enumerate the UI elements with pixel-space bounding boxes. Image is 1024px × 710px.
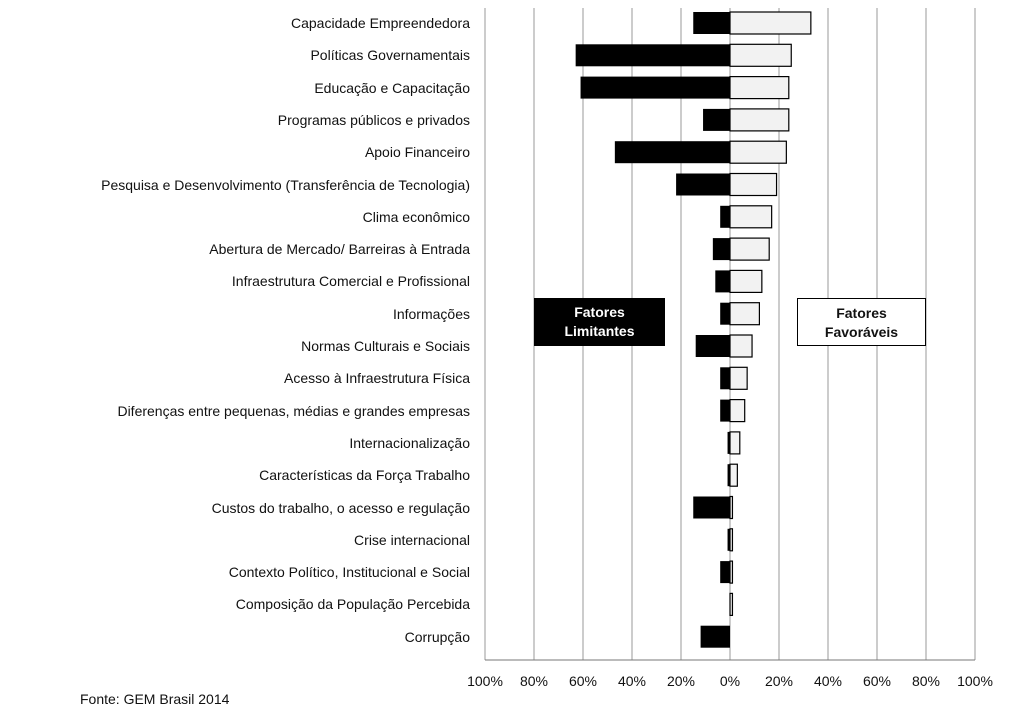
bar-limitantes xyxy=(720,205,730,228)
bar-favoraveis xyxy=(729,366,748,390)
bar-favoraveis xyxy=(729,108,790,132)
x-tick-label: 60% xyxy=(568,673,598,689)
bar-favoraveis xyxy=(729,11,812,35)
x-tick-label: 60% xyxy=(862,673,892,689)
bar-favoraveis xyxy=(729,495,734,520)
bar-limitantes xyxy=(720,302,730,325)
bar-limitantes xyxy=(614,141,730,164)
bar-favoraveis xyxy=(729,205,773,229)
bar-favoraveis xyxy=(729,75,790,100)
bar-favoraveis xyxy=(729,172,778,197)
bar-limitantes xyxy=(700,625,730,648)
bar-favoraveis xyxy=(729,269,763,293)
legend-limitantes-line1: Fatores xyxy=(574,304,625,320)
legend-favoraveis-line1: Fatores xyxy=(836,305,887,321)
x-tick-label: 0% xyxy=(719,673,741,689)
bar-limitantes xyxy=(575,44,730,67)
x-tick-label: 80% xyxy=(911,673,941,689)
legend-limitantes: Fatores Limitantes xyxy=(534,298,665,346)
bar-favoraveis xyxy=(729,237,770,261)
bar-group xyxy=(575,11,812,648)
category-label: Custos do trabalho, o acesso e regulação xyxy=(211,499,470,516)
bar-limitantes xyxy=(676,173,730,196)
category-label: Composição da População Percebida xyxy=(235,596,470,613)
x-tick-label: 100% xyxy=(957,673,993,689)
bar-limitantes xyxy=(715,270,730,293)
category-label: Capacidade Empreendedora xyxy=(290,15,470,31)
bar-favoraveis xyxy=(729,560,734,584)
category-label: Apoio Financeiro xyxy=(364,144,470,161)
bar-limitantes xyxy=(703,108,730,131)
bar-favoraveis xyxy=(729,431,741,455)
legend-limitantes-line2: Limitantes xyxy=(564,323,635,339)
category-label: Contexto Político, Institucional e Socia… xyxy=(228,564,470,581)
bar-favoraveis xyxy=(729,140,787,164)
bar-limitantes xyxy=(727,464,730,487)
x-tick-label: 20% xyxy=(764,673,794,689)
bar-favoraveis xyxy=(729,528,734,552)
bar-limitantes xyxy=(580,76,730,99)
x-tick-label: 40% xyxy=(813,673,843,689)
bar-limitantes xyxy=(693,496,730,519)
bar-favoraveis xyxy=(729,463,738,487)
bar-favoraveis xyxy=(729,302,760,326)
category-label: Programas públicos e privados xyxy=(277,111,470,128)
bar-limitantes xyxy=(720,561,730,584)
bar-favoraveis xyxy=(729,334,753,358)
legend-favoraveis: Fatores Favoráveis xyxy=(797,298,926,346)
bar-limitantes xyxy=(727,431,730,454)
category-label: Infraestrutura Comercial e Profissional xyxy=(231,273,470,290)
category-label: Características da Força Trabalho xyxy=(259,467,470,484)
category-label: Informações xyxy=(392,305,470,322)
bar-limitantes xyxy=(720,367,730,390)
bar-limitantes xyxy=(695,335,730,357)
x-tick-label: 20% xyxy=(666,673,696,689)
x-tick-label: 40% xyxy=(617,673,647,689)
x-tick-label: 80% xyxy=(519,673,549,689)
bar-favoraveis xyxy=(729,43,792,67)
category-label: Normas Culturais e Sociais xyxy=(301,338,470,354)
category-label: Diferenças entre pequenas, médias e gran… xyxy=(117,402,470,419)
category-label: Crise internacional xyxy=(354,531,470,548)
category-label: Abertura de Mercado/ Barreiras à Entrada xyxy=(209,241,470,258)
bar-limitantes xyxy=(693,12,730,34)
category-label: Pesquisa e Desenvolvimento (Transferênci… xyxy=(101,176,470,193)
source-note: Fonte: GEM Brasil 2014 xyxy=(80,691,230,707)
category-label: Políticas Governamentais xyxy=(310,47,470,64)
category-label: Clima econômico xyxy=(362,208,470,225)
legend-favoraveis-line2: Favoráveis xyxy=(824,324,899,340)
bar-limitantes xyxy=(727,528,730,551)
bar-limitantes xyxy=(712,238,730,261)
category-label: Acesso à Infraestrutura Física xyxy=(284,370,470,387)
bar-limitantes xyxy=(720,399,730,422)
x-tick-label: 100% xyxy=(467,673,503,689)
category-label: Corrupção xyxy=(404,628,470,645)
bar-favoraveis xyxy=(729,399,746,423)
bar-favoraveis xyxy=(729,592,734,617)
category-label: Educação e Capacitação xyxy=(314,79,470,96)
category-label: Internacionalização xyxy=(349,434,470,451)
